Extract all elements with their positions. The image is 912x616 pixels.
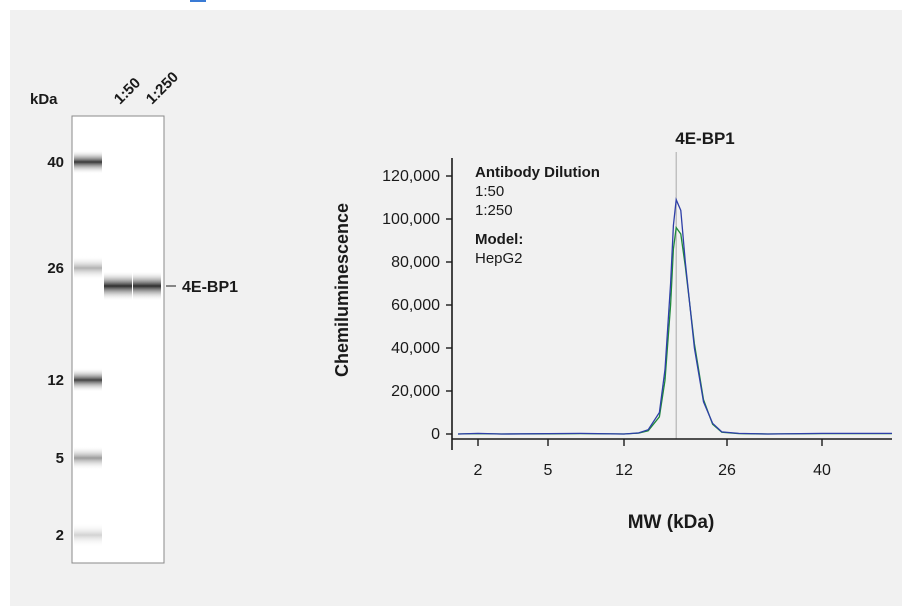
ladder-band-40 bbox=[74, 150, 102, 174]
x-tick-label: 5 bbox=[544, 462, 553, 479]
ladder-band-12 bbox=[74, 368, 102, 392]
ladder-tick-label: 40 bbox=[47, 154, 64, 171]
sample-band-2 bbox=[133, 271, 161, 301]
legend-entry-1: 1:50 bbox=[475, 183, 504, 200]
model-title: Model: bbox=[475, 231, 523, 248]
ladder-tick-label: 5 bbox=[56, 450, 64, 467]
accent-line bbox=[190, 0, 206, 2]
lane-label-2: 1:250 bbox=[143, 69, 182, 108]
y-tick-label: 80,000 bbox=[391, 254, 440, 271]
y-axis-label: Chemiluminescence bbox=[332, 203, 352, 377]
y-tick-label: 100,000 bbox=[382, 211, 440, 228]
ladder-band-26 bbox=[74, 256, 102, 280]
ladder-band-2 bbox=[74, 523, 102, 547]
x-tick-label: 12 bbox=[615, 462, 633, 479]
blot-frame bbox=[71, 115, 165, 564]
ladder-tick-label: 12 bbox=[47, 372, 64, 389]
lane-label-1: 1:50 bbox=[111, 75, 144, 108]
ladder-tick-label: 2 bbox=[56, 527, 64, 544]
peak-label: 4E-BP1 bbox=[675, 129, 735, 148]
legend: Antibody Dilution 1:50 1:250 Model: HepG… bbox=[475, 164, 600, 267]
legend-title: Antibody Dilution bbox=[475, 164, 600, 181]
y-tick-label: 40,000 bbox=[391, 340, 440, 357]
series-line-1-250 bbox=[457, 225, 892, 435]
y-tick-label: 120,000 bbox=[382, 168, 440, 185]
sample-band-1 bbox=[104, 271, 132, 301]
ladder-markers: 40 26 12 5 2 bbox=[47, 150, 102, 547]
series-lines bbox=[457, 197, 892, 435]
legend-entry-2: 1:250 bbox=[475, 202, 513, 219]
x-tick-label: 40 bbox=[813, 462, 831, 479]
x-tick-label: 2 bbox=[474, 462, 483, 479]
y-ticks: 0 20,000 40,000 60,000 80,000 100,000 120,000 bbox=[382, 168, 452, 443]
y-tick-label: 60,000 bbox=[391, 297, 440, 314]
kda-label: kDa bbox=[30, 91, 58, 108]
ladder-band-5 bbox=[74, 446, 102, 470]
x-tick-label: 26 bbox=[718, 462, 736, 479]
sample-bands bbox=[104, 271, 161, 301]
model-value: HepG2 bbox=[475, 250, 523, 267]
series-line-1-50 bbox=[457, 197, 892, 435]
ladder-tick-label: 26 bbox=[47, 260, 64, 277]
x-axis-label: MW (kDa) bbox=[628, 512, 715, 533]
y-tick-label: 0 bbox=[431, 426, 440, 443]
x-ticks: 2 5 12 26 40 bbox=[474, 439, 831, 479]
band-label: 4E-BP1 bbox=[182, 279, 238, 296]
electropherogram: 4E-BP1 Chemiluminescence MW (kDa) 0 20,00… bbox=[332, 129, 892, 533]
y-tick-label: 20,000 bbox=[391, 383, 440, 400]
